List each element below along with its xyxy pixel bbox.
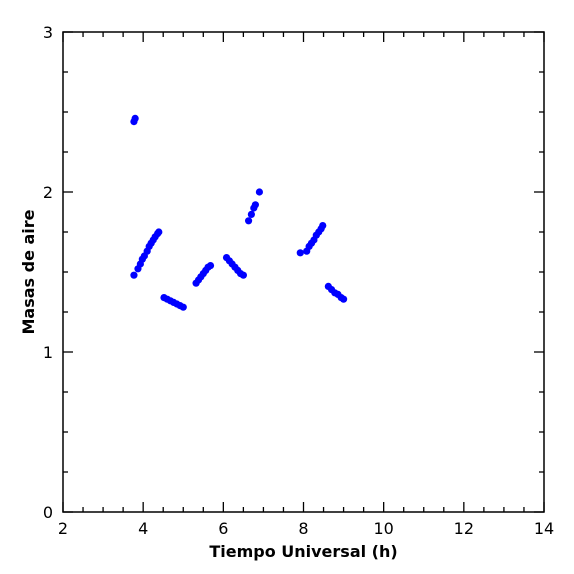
data-point	[155, 228, 163, 236]
data-point	[244, 217, 253, 225]
data-point	[206, 262, 215, 270]
x-axis-label: Tiempo Universal (h)	[209, 542, 397, 561]
x-tick-label: 14	[534, 519, 554, 538]
data-point	[339, 295, 348, 303]
y-tick-label: 3	[43, 23, 53, 42]
data-point	[130, 271, 138, 279]
data-point	[247, 210, 255, 218]
x-tick-label: 2	[58, 519, 68, 538]
y-tick-label: 1	[43, 343, 53, 362]
y-tick-label: 0	[43, 503, 53, 522]
data-point	[255, 188, 264, 196]
x-tick-label: 4	[138, 519, 148, 538]
data-point	[131, 114, 139, 122]
data-point	[296, 249, 304, 257]
x-tick-label: 8	[298, 519, 308, 538]
data-point	[319, 222, 327, 230]
data-point	[251, 201, 259, 209]
x-tick-label: 12	[454, 519, 474, 538]
data-point	[239, 271, 247, 279]
data-points	[130, 114, 348, 311]
data-point	[179, 303, 187, 311]
y-tick-label: 2	[43, 183, 53, 202]
x-tick-label: 6	[218, 519, 228, 538]
y-axis-label: Masas de aire	[19, 209, 38, 334]
axis-ticks	[62, 31, 545, 513]
x-tick-label: 10	[373, 519, 393, 538]
